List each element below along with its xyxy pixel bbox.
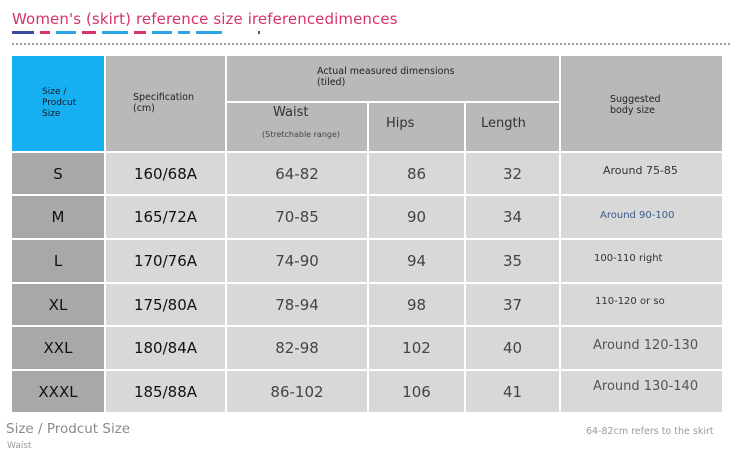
hips-cell-xl: 98	[369, 284, 464, 325]
waist-cell-m: 70-85	[227, 196, 367, 238]
spec-value: 160/68A	[133, 164, 198, 183]
hips-cell-s: 86	[369, 153, 464, 194]
length-value: 35	[502, 252, 523, 270]
length-value: 37	[502, 295, 523, 314]
waist-header-sublabel: (Stretchable range)	[262, 130, 341, 139]
length-value: 34	[502, 208, 523, 226]
waist-value: 64-82	[275, 164, 319, 183]
spec-value: 175/80A	[133, 295, 198, 314]
spec-value: 165/72A	[133, 208, 198, 226]
length-cell-xxxl: 41	[466, 371, 559, 412]
hips-value: 106	[402, 382, 431, 401]
suggested-value: Around 90-100	[600, 210, 675, 221]
hips-cell-xxl: 102	[369, 327, 464, 369]
corner-header-cell: Size / Prodcut Size	[12, 56, 104, 151]
hips-header-cell: Hips	[369, 103, 464, 151]
footer-waist-label: Waist	[7, 441, 32, 451]
specification-header-cell: Specification (cm)	[106, 56, 225, 151]
specification-header-label: Specification (cm)	[133, 92, 194, 114]
size-cell-l: L	[12, 240, 104, 282]
length-cell-s: 32	[466, 153, 559, 194]
hips-value: 94	[406, 252, 427, 270]
hips-cell-xxxl: 106	[369, 371, 464, 412]
hips-value: 86	[406, 164, 427, 183]
waist-value: 74-90	[275, 252, 319, 270]
spec-cell-xl: 175/80A	[106, 284, 225, 325]
waist-header-label: Waist	[273, 105, 309, 120]
size-label: L	[53, 252, 63, 270]
corner-header-label: Size / Prodcut Size	[42, 87, 77, 119]
spec-cell-xxl: 180/84A	[106, 327, 225, 369]
waist-cell-xl: 78-94	[227, 284, 367, 325]
spec-value: 180/84A	[133, 339, 198, 357]
size-cell-s: S	[12, 153, 104, 194]
suggested-cell-s: Around 75-85	[561, 153, 722, 194]
length-cell-xl: 37	[466, 284, 559, 325]
waist-value: 70-85	[275, 208, 319, 226]
waist-value: 86-102	[270, 382, 324, 401]
hips-header-label: Hips	[386, 116, 415, 131]
length-value: 32	[502, 164, 523, 183]
length-cell-xxl: 40	[466, 327, 559, 369]
waist-value: 82-98	[275, 339, 319, 357]
suggested-value: Around 120-130	[593, 338, 699, 353]
spec-value: 170/76A	[133, 252, 198, 270]
hips-cell-l: 94	[369, 240, 464, 282]
spec-value: 185/88A	[133, 382, 198, 401]
hips-value: 90	[406, 208, 427, 226]
length-header-label: Length	[481, 116, 526, 131]
waist-header-cell: Waist (Stretchable range)	[227, 103, 367, 151]
footer-note: 64-82cm refers to the skirt	[586, 426, 714, 437]
size-label: M	[51, 208, 65, 226]
size-label: XXL	[43, 339, 73, 357]
waist-value: 78-94	[275, 295, 319, 314]
title-ghost-text	[12, 27, 272, 39]
spec-cell-xxxl: 185/88A	[106, 371, 225, 412]
waist-cell-s: 64-82	[227, 153, 367, 194]
spec-cell-m: 165/72A	[106, 196, 225, 238]
suggested-value: 100-110 right	[594, 253, 663, 264]
length-value: 40	[502, 339, 523, 357]
hips-value: 102	[402, 339, 431, 357]
suggested-cell-xxl: Around 120-130	[561, 327, 722, 369]
suggested-cell-xl: 110-120 or so	[561, 284, 722, 325]
spec-cell-l: 170/76A	[106, 240, 225, 282]
suggested-cell-l: 100-110 right	[561, 240, 722, 282]
suggested-header-label: Suggested body size	[610, 94, 661, 116]
measured-dimensions-header-label: Actual measured dimensions (tiled)	[317, 66, 455, 88]
size-cell-xxxl: XXXL	[12, 371, 104, 412]
hips-value: 98	[406, 295, 427, 314]
size-cell-xl: XL	[12, 284, 104, 325]
suggested-value: Around 130-140	[593, 379, 699, 394]
suggested-value: Around 75-85	[603, 164, 678, 177]
size-label: S	[53, 164, 63, 183]
waist-cell-l: 74-90	[227, 240, 367, 282]
length-cell-m: 34	[466, 196, 559, 238]
length-value: 41	[502, 382, 523, 401]
suggested-cell-m: Around 90-100	[561, 196, 722, 238]
measured-dimensions-header-cell: Actual measured dimensions (tiled)	[227, 56, 559, 101]
waist-cell-xxl: 82-98	[227, 327, 367, 369]
waist-cell-xxxl: 86-102	[227, 371, 367, 412]
page-title: Women's (skirt) reference size ireferenc…	[12, 10, 398, 28]
suggested-cell-xxxl: Around 130-140	[561, 371, 722, 412]
size-cell-xxl: XXL	[12, 327, 104, 369]
spec-cell-s: 160/68A	[106, 153, 225, 194]
suggested-header-cell: Suggested body size	[561, 56, 722, 151]
hips-cell-m: 90	[369, 196, 464, 238]
length-cell-l: 35	[466, 240, 559, 282]
length-header-cell: Length	[466, 103, 559, 151]
footer-size-label: Size / Prodcut Size	[6, 421, 131, 437]
size-label: XXXL	[38, 382, 78, 401]
title-divider	[12, 43, 730, 45]
suggested-value: 110-120 or so	[595, 296, 665, 307]
size-cell-m: M	[12, 196, 104, 238]
size-label: XL	[48, 295, 68, 314]
